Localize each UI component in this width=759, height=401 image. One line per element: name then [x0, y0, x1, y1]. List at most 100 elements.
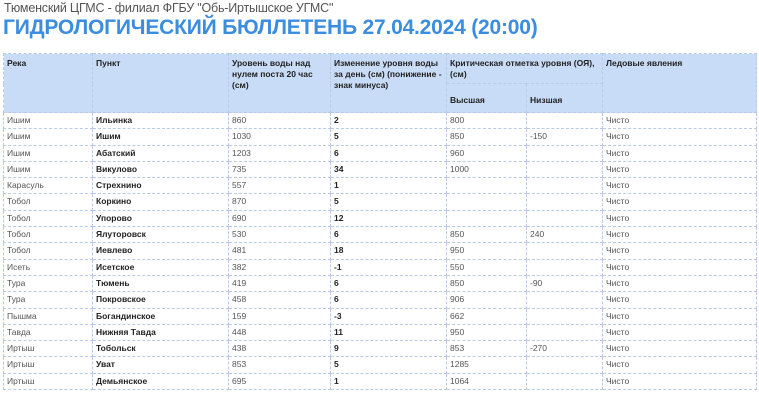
cell-ice: Чисто [602, 226, 758, 244]
cell-point: Ялуторовск [92, 226, 229, 244]
cell-change: 1 [330, 177, 447, 195]
cell-high [446, 209, 527, 228]
cell-low: 240 [525, 226, 604, 244]
cell-low: -90 [525, 274, 604, 293]
cell-ice: Чисто [602, 258, 758, 276]
cell-low: -150 [525, 128, 604, 146]
cell-point: Ишим [92, 128, 229, 146]
cell-level: 1203 [228, 144, 331, 162]
cell-high: 906 [446, 291, 527, 309]
cell-river: Ишим [3, 144, 93, 162]
cell-ice: Чисто [602, 177, 758, 195]
cell-point: Нижняя Тавда [92, 323, 229, 342]
cell-high [446, 177, 527, 195]
cell-ice: Чисто [602, 160, 758, 179]
cell-low [525, 111, 604, 130]
cell-river: Исеть [3, 258, 93, 276]
cell-river: Тобол [3, 209, 93, 228]
cell-point: Абатский [92, 144, 229, 162]
cell-change: -3 [330, 307, 447, 325]
cell-change: 6 [330, 291, 447, 309]
table-row: Иртыш Демьянское 695 1 1064 Чисто [3, 372, 758, 391]
cell-high: 960 [446, 144, 527, 162]
col-ice: Ледовые явления [602, 53, 758, 113]
cell-high: 1000 [446, 160, 527, 179]
table-row: Тобол Ялуторовск 530 6 850 240 Чисто [3, 226, 758, 244]
cell-ice: Чисто [602, 144, 758, 162]
cell-low [525, 258, 604, 276]
cell-high: 550 [446, 258, 527, 276]
cell-level: 735 [228, 160, 331, 179]
cell-high: 1064 [446, 372, 527, 391]
cell-river: Иртыш [3, 340, 93, 358]
cell-low [525, 177, 604, 195]
table-row: Ишим Абатский 1203 6 960 Чисто [3, 144, 758, 162]
cell-ice: Чисто [602, 111, 758, 130]
table-row: Ишим Ишим 1030 5 850 -150 Чисто [3, 128, 758, 146]
cell-low [525, 242, 604, 260]
cell-ice: Чисто [602, 323, 758, 342]
cell-level: 870 [228, 193, 331, 211]
page-title: ГИДРОЛОГИЧЕСКИЙ БЮЛЛЕТЕНЬ 27.04.2024 (20… [3, 16, 538, 39]
cell-point: Викулово [92, 160, 229, 179]
cell-high: 800 [446, 111, 527, 130]
cell-river: Иртыш [3, 356, 93, 374]
col-high: Высшая [446, 83, 527, 113]
col-river: Река [3, 53, 93, 113]
table-row: Тавда Нижняя Тавда 448 11 950 Чисто [3, 323, 758, 342]
cell-low [525, 307, 604, 325]
cell-river: Тура [3, 291, 93, 309]
table-row: Ишим Викулово 735 34 1000 Чисто [3, 160, 758, 179]
col-point: Пункт [92, 53, 229, 113]
cell-high: 950 [446, 242, 527, 260]
cell-point: Демьянское [92, 372, 229, 391]
cell-river: Иртыш [3, 372, 93, 391]
cell-level: 695 [228, 372, 331, 391]
table-row: Тобол Упорово 690 12 Чисто [3, 209, 758, 228]
cell-point: Покровское [92, 291, 229, 309]
table-row: Иртыш Уват 853 5 1285 Чисто [3, 356, 758, 374]
table-row: Пышма Богандинское 159 -3 662 Чисто [3, 307, 758, 325]
col-critical: Критическая отметка уровня (ОЯ), (см) [445, 53, 604, 84]
cell-low [525, 144, 604, 162]
cell-level: 159 [228, 307, 331, 325]
cell-change: 5 [330, 356, 447, 374]
cell-change: 1 [330, 372, 447, 391]
cell-ice: Чисто [602, 242, 758, 260]
cell-change: 12 [330, 209, 447, 228]
cell-change: 2 [330, 111, 447, 130]
cell-level: 1030 [228, 128, 331, 146]
bulletin-subtitle: Тюменский ЦГМС - филиал ФГБУ "Обь-Иртышс… [4, 1, 334, 15]
cell-low [525, 372, 604, 391]
table-row: Карасуль Стрехнино 557 1 Чисто [3, 177, 758, 195]
table-row: Тура Тюмень 419 6 850 -90 Чисто [3, 274, 758, 293]
cell-high: 850 [446, 274, 527, 293]
cell-change: 18 [330, 242, 447, 260]
cell-change: 6 [330, 144, 447, 162]
cell-level: 690 [228, 209, 331, 228]
cell-change: 34 [330, 160, 447, 179]
cell-low: -270 [525, 340, 604, 358]
table-row: Исеть Исетское 382 -1 550 Чисто [3, 258, 758, 276]
cell-high: 950 [446, 323, 527, 342]
cell-ice: Чисто [602, 372, 758, 391]
cell-change: 6 [330, 274, 447, 293]
cell-ice: Чисто [602, 340, 758, 358]
cell-high: 1285 [446, 356, 527, 374]
cell-ice: Чисто [602, 193, 758, 211]
cell-level: 530 [228, 226, 331, 244]
cell-level: 419 [228, 274, 331, 293]
cell-ice: Чисто [602, 307, 758, 325]
cell-point: Уват [92, 356, 229, 374]
cell-change: 11 [330, 323, 447, 342]
col-level: Уровень воды над нулем поста 20 час (см) [228, 53, 331, 113]
hydrology-table: Река Пункт Уровень воды над нулем поста … [3, 53, 758, 391]
cell-river: Тавда [3, 323, 93, 342]
cell-change: 9 [330, 340, 447, 358]
cell-river: Тура [3, 274, 93, 293]
cell-high [446, 193, 527, 211]
cell-point: Ильинка [92, 111, 229, 130]
cell-ice: Чисто [602, 291, 758, 309]
table-row: Тобол Коркино 870 5 Чисто [3, 193, 758, 211]
cell-point: Коркино [92, 193, 229, 211]
